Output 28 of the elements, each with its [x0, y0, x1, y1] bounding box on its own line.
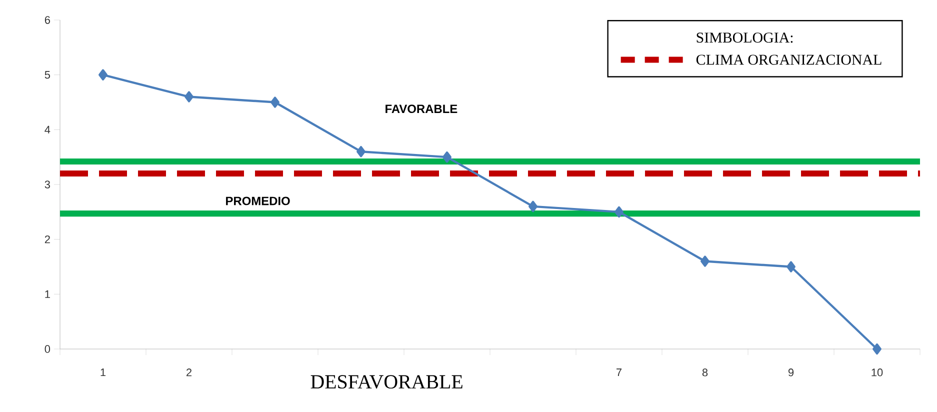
legend-title: SIMBOLOGIA: [696, 32, 793, 43]
point [356, 146, 366, 158]
y-tick-label: 3 [44, 180, 50, 188]
point [270, 96, 280, 108]
point [872, 343, 882, 355]
y-tick-label: 5 [44, 71, 50, 79]
x-tick-label: 10 [872, 368, 883, 376]
text: DESFAVORABLE [310, 375, 462, 389]
x-tick-label: 8 [702, 368, 708, 376]
point [184, 91, 194, 102]
y-tick-label: 4 [44, 126, 50, 134]
y-tick-label: 2 [44, 236, 50, 244]
point [98, 69, 108, 80]
y-tick-label: 0 [44, 345, 50, 353]
annotation: PROMEDIO [226, 196, 290, 206]
point [442, 151, 452, 163]
x-tick-label: 7 [616, 368, 622, 376]
x-tick-label: 9 [788, 368, 794, 376]
annotation: FAVORABLE [386, 104, 458, 114]
point [700, 256, 710, 267]
point [786, 261, 796, 272]
legend-label: CLIMA ORGANIZACIONAL [696, 54, 882, 65]
point [614, 206, 624, 218]
x-tick-label: 2 [186, 368, 192, 376]
point [528, 200, 538, 212]
x-tick-label: 1 [100, 368, 106, 376]
y-tick-label: 1 [45, 290, 50, 298]
y-tick-label: 6 [44, 16, 50, 24]
